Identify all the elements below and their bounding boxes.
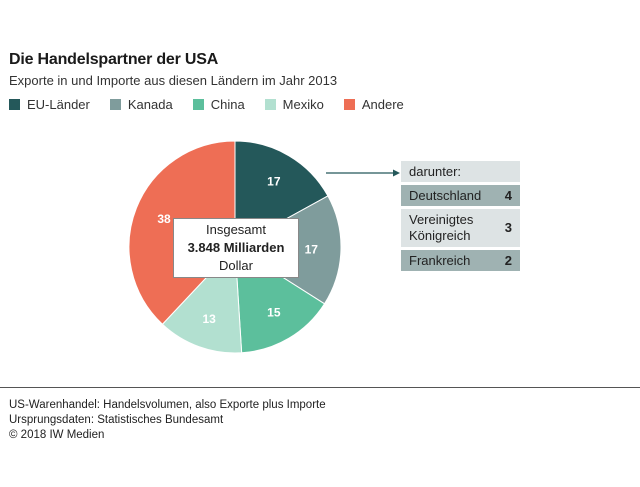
legend-item-mexiko: Mexiko [264, 97, 324, 112]
legend-item-eu: EU-Länder [9, 97, 90, 112]
legend-label-china: China [210, 97, 245, 112]
pie-label-china: 15 [267, 306, 281, 320]
legend: EU-Länder Kanada China Mexiko Andere [9, 97, 404, 112]
total-box: Insgesamt 3.848 Milliarden Dollar [173, 218, 299, 278]
total-line1: Insgesamt [206, 222, 266, 237]
pie-labels: 17 17 15 13 38 [157, 174, 318, 325]
pie-label-eu: 17 [267, 174, 281, 188]
legend-item-kanada: Kanada [109, 97, 173, 112]
legend-label-andere: Andere [361, 97, 404, 112]
legend-item-china: China [192, 97, 245, 112]
breakout-name: Deutschland [409, 188, 482, 203]
pie-label-andere: 38 [157, 212, 171, 226]
footer-line1: US-Warenhandel: Handelsvolumen, also Exp… [9, 399, 326, 411]
breakout-header: darunter: [401, 161, 520, 182]
breakout-value: 3 [504, 220, 512, 235]
breakout-value: 4 [504, 188, 512, 203]
breakout-row: Vereinigtes Königreich 3 [401, 209, 520, 247]
legend-swatch-kanada [109, 99, 121, 110]
legend-swatch-eu [9, 99, 20, 110]
breakout-header-label: darunter: [409, 164, 462, 179]
legend-label-mexiko: Mexiko [282, 97, 324, 112]
chart-subtitle: Exporte in und Importe aus diesen Länder… [9, 73, 338, 88]
connector-arrowhead [393, 169, 400, 177]
breakout-row: Deutschland 4 [401, 185, 520, 206]
pie-label-mexiko: 13 [202, 312, 216, 326]
breakout-value: 2 [504, 253, 512, 268]
legend-swatch-china [192, 99, 204, 110]
breakout-name: Frankreich [409, 253, 471, 268]
breakout-row: Frankreich 2 [401, 250, 520, 271]
footer-line2: Ursprungsdaten: Statistisches Bundesamt [9, 414, 224, 426]
breakout-table: darunter: Deutschland 4 Vereinigtes Köni… [401, 161, 520, 274]
legend-label-kanada: Kanada [127, 97, 173, 112]
legend-swatch-mexiko [264, 99, 276, 110]
footer-divider [0, 387, 640, 388]
total-line3: Dollar [219, 258, 253, 273]
legend-swatch-andere [343, 99, 355, 110]
breakout-name-line1: Vereinigtes [409, 212, 474, 227]
footer-line3: © 2018 IW Medien [9, 429, 105, 441]
breakout-name: Vereinigtes Königreich [409, 212, 473, 244]
total-line2: 3.848 Milliarden [187, 240, 285, 255]
legend-item-andere: Andere [343, 97, 404, 112]
pie-label-kanada: 17 [305, 242, 319, 256]
breakout-name-line2: Königreich [409, 228, 471, 243]
legend-label-eu: EU-Länder [27, 97, 90, 112]
footer: US-Warenhandel: Handelsvolumen, also Exp… [9, 398, 326, 443]
chart-title: Die Handelspartner der USA [9, 51, 219, 68]
